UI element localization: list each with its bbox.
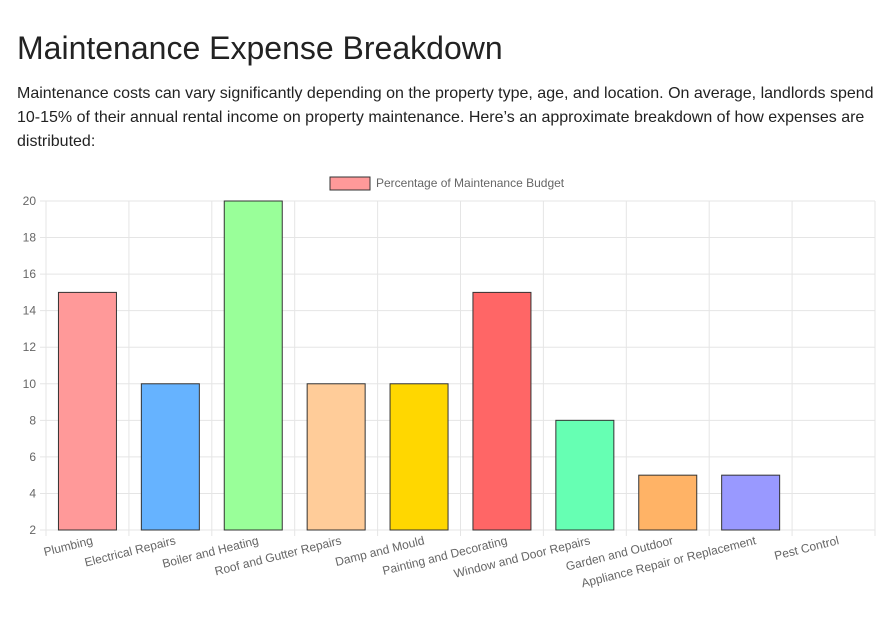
bar-boiler-and-heating [223,200,283,531]
y-tick-label: 2 [29,523,36,537]
page-title: Maintenance Expense Breakdown [17,30,503,66]
intro-paragraph: Maintenance costs can vary significantly… [17,85,874,150]
bar-damp-and-mould [389,383,449,531]
y-tick-label: 8 [29,413,36,427]
bar-plumbing [57,291,117,531]
y-tick-label: 14 [23,304,37,318]
bar-garden-and-outdoor [638,474,698,531]
y-tick-label: 6 [29,450,36,464]
chart-container: 2 4 6 8 10 12 14 16 18 20 Plumbing Electrical Repai… [0,170,896,615]
bar-painting-and-decorating [472,291,532,531]
bar-electrical-repairs [140,383,200,531]
y-tick-label: 18 [23,231,37,245]
y-tick-label: 16 [23,267,37,281]
bar-window-and-door-repairs [555,419,615,531]
legend-label: Percentage of Maintenance Budget [376,176,565,190]
y-tick-label: 20 [23,194,37,208]
y-tick-label: 4 [29,486,36,500]
legend-swatch [329,176,371,191]
x-tick-label: Pest Control [773,533,840,563]
bar-appliance-repair-or-replacement [721,474,781,531]
bar-roof-and-gutter-repairs [306,383,366,531]
y-tick-label: 10 [23,377,37,391]
y-tick-label: 12 [23,340,37,354]
